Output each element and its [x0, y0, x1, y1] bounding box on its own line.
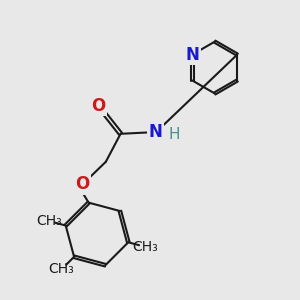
Text: N: N — [185, 46, 199, 64]
Text: O: O — [91, 97, 106, 115]
Text: H: H — [168, 127, 180, 142]
Text: N: N — [149, 123, 163, 141]
Text: O: O — [75, 175, 89, 193]
Text: CH₃: CH₃ — [36, 214, 61, 228]
Text: CH₃: CH₃ — [49, 262, 74, 276]
Text: CH₃: CH₃ — [133, 240, 158, 254]
